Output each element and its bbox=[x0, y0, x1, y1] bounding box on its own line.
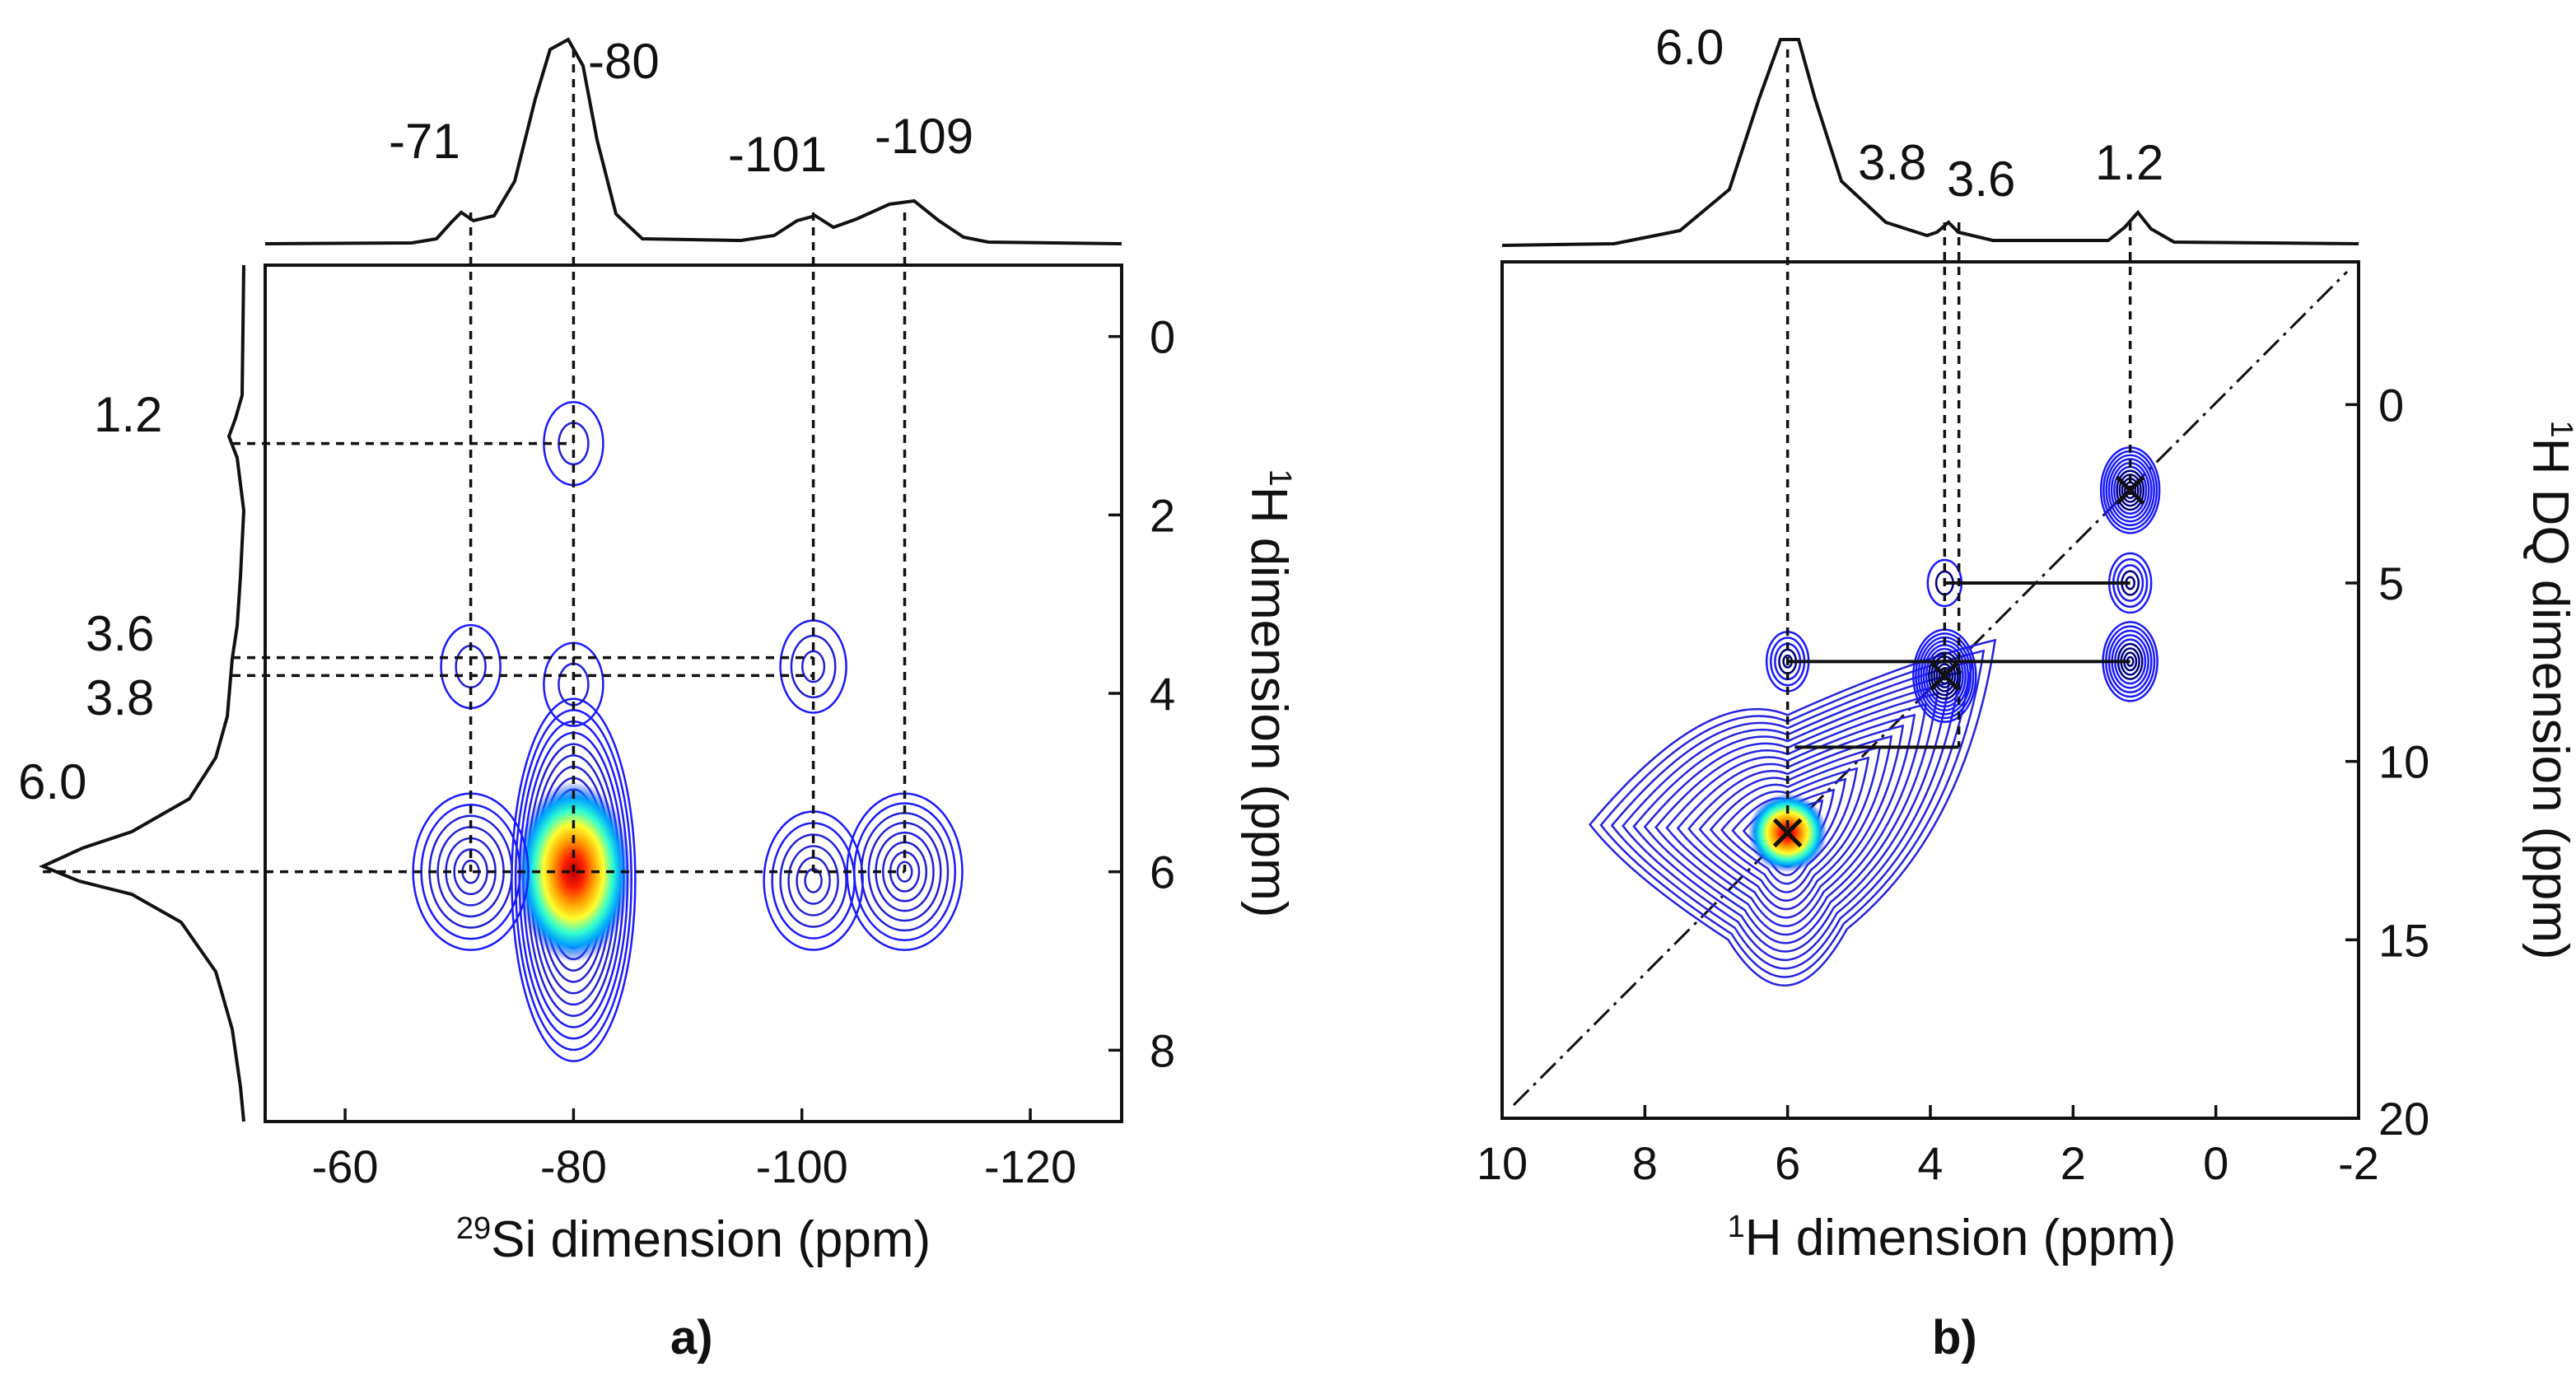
panel-b-diagonal-marker bbox=[2115, 475, 2145, 506]
panel-b-peak-label-1-2: 1.2 bbox=[2095, 135, 2163, 190]
panel-b-contour-ring bbox=[1599, 649, 1986, 978]
panel-a-contour-ring bbox=[428, 814, 513, 929]
panel-b-contour-ring bbox=[1654, 702, 1928, 936]
panel-b-diagonal-marker bbox=[1772, 818, 1803, 848]
panel-a-top-projection bbox=[264, 37, 1122, 245]
panel-a-y-ticks: 0 2 4 6 8 bbox=[1108, 311, 1175, 1076]
panel-b-contour-ring bbox=[2116, 469, 2145, 511]
panel-b-x-tick-label: 2 bbox=[2060, 1137, 2086, 1189]
panel-b-contour-ring bbox=[1610, 660, 1974, 970]
panel-b-contour-ring bbox=[1687, 735, 1893, 911]
panel-a-peak-label-1-2: 1.2 bbox=[94, 387, 162, 442]
panel-b-contour-ring bbox=[1665, 713, 1916, 927]
panel-a-guides bbox=[43, 49, 907, 874]
panel-b-y-tick-label: 5 bbox=[2378, 557, 2404, 609]
panel-b-contour-ring bbox=[1709, 756, 1870, 893]
panel-b-correlation-lines bbox=[1787, 581, 2130, 749]
panel-a-peak-label-80: -80 bbox=[588, 34, 660, 89]
panel-a-peak-label-6-0: 6.0 bbox=[18, 754, 86, 809]
panel-a-x-ticks: -60 -80 -100 -120 bbox=[312, 1108, 1076, 1192]
panel-b-diagonal-markers bbox=[1772, 475, 2145, 848]
panel-b-label: b) bbox=[1932, 1311, 1977, 1364]
panel-a-contour-ring bbox=[453, 848, 488, 896]
panel-b-y-tick-label: 0 bbox=[2378, 379, 2404, 431]
panel-a-peak-label-109: -109 bbox=[875, 109, 973, 164]
panel-a-y-tick-label: 4 bbox=[1150, 668, 1175, 720]
panel-b-contour-ring bbox=[1632, 681, 1951, 953]
panel-b-x-tick-label: 0 bbox=[2203, 1137, 2228, 1189]
panel-a-x-tick-label: -120 bbox=[984, 1140, 1076, 1192]
panel-a-plot-area bbox=[264, 264, 1123, 1123]
panel-a-peak-label-101: -101 bbox=[728, 127, 827, 182]
panel-b-contour-ring bbox=[2105, 454, 2155, 527]
panel-a-contour-ring bbox=[440, 623, 502, 710]
panel-b-contours bbox=[1589, 446, 2161, 987]
panel-a-contour-ring bbox=[801, 650, 826, 683]
panel-a: -60 -80 -100 -120 0 2 4 6 8 -71 -80 -101 -109 1… bbox=[18, 34, 1297, 1364]
panel-b-y-ticks: 0 5 10 15 20 bbox=[2345, 379, 2429, 1145]
panel-b-top-projection bbox=[1501, 38, 2359, 247]
panel-a-x-tick-label: -80 bbox=[540, 1140, 607, 1192]
panel-b-contour-ring bbox=[1698, 745, 1882, 902]
panel-a-x-axis-title: 29Si dimension (ppm) bbox=[456, 1211, 931, 1268]
panel-a-x-tick-label: -100 bbox=[756, 1140, 848, 1192]
panel-a-contours bbox=[412, 401, 964, 1062]
panel-a-peak-label-3-6: 3.6 bbox=[86, 606, 154, 661]
panel-a-y-tick-label: 8 bbox=[1150, 1024, 1175, 1076]
panel-a-left-projection bbox=[38, 264, 246, 1122]
panel-a-contour-ring bbox=[779, 833, 847, 928]
panel-b-y-tick-label: 10 bbox=[2378, 736, 2429, 788]
panel-a-x-tick-label: -60 bbox=[312, 1140, 379, 1192]
panel-b-peak-label-3-8: 3.8 bbox=[1858, 135, 1926, 190]
panel-b-x-tick-label: 8 bbox=[1632, 1137, 1658, 1189]
panel-b-guides bbox=[1785, 49, 2132, 833]
panel-b-contour-ring bbox=[1622, 670, 1962, 962]
panel-a-y-tick-label: 0 bbox=[1150, 311, 1175, 363]
panel-a-y-axis-title: 1H dimension (ppm) bbox=[1240, 469, 1297, 918]
panel-b-contour-ring bbox=[1676, 724, 1905, 919]
panel-b-contour-ring bbox=[1643, 692, 1939, 945]
panel-b-contour-ring bbox=[1720, 767, 1859, 885]
panel-b-y-tick-label: 15 bbox=[2378, 914, 2429, 966]
panel-a-y-tick-label: 6 bbox=[1150, 847, 1175, 898]
panel-a-contour-ring bbox=[853, 802, 957, 942]
panel-a-contour-ring bbox=[543, 641, 604, 727]
panel-a-contour-ring bbox=[455, 645, 487, 688]
panel-b-x-tick-label: 6 bbox=[1775, 1137, 1800, 1189]
panel-b-diagonal-marker bbox=[1930, 660, 1960, 691]
panel-b-x-tick-label: -2 bbox=[2338, 1137, 2379, 1189]
panel-b-y-tick-label: 20 bbox=[2378, 1093, 2429, 1145]
panel-b-x-tick-label: 4 bbox=[1917, 1137, 1943, 1189]
panel-b-x-ticks: 10 8 6 4 2 0 -2 bbox=[1477, 1105, 2379, 1189]
panel-b-contour-ring bbox=[2107, 458, 2153, 523]
panel-b-y-axis-title: 1H DQ dimension (ppm) bbox=[2522, 420, 2576, 959]
panel-b-peak-label-3-6: 3.6 bbox=[1947, 152, 2015, 207]
panel-a-peak-label-3-8: 3.8 bbox=[86, 670, 154, 725]
panel-a-contour-ring bbox=[514, 709, 632, 1052]
panel-b-x-axis-title: 1H dimension (ppm) bbox=[1728, 1210, 2177, 1266]
panel-a-peak-label-71: -71 bbox=[389, 114, 460, 169]
panel-a-contour-ring bbox=[896, 861, 913, 883]
panel-a-label: a) bbox=[670, 1311, 713, 1364]
panel-a-y-tick-label: 2 bbox=[1150, 489, 1175, 541]
panel-b-contour-ring bbox=[1589, 638, 1997, 987]
panel-a-contour-ring bbox=[787, 845, 839, 917]
panel-b-x-tick-label: 10 bbox=[1477, 1137, 1528, 1189]
panel-b-contour-ring bbox=[1935, 663, 1954, 688]
panel-b-contour-ring bbox=[1925, 647, 1964, 704]
panel-a-contour-ring bbox=[790, 634, 837, 699]
panel-a-contour-ring bbox=[796, 856, 831, 905]
panel-b-contour-ring bbox=[1915, 632, 1975, 720]
panel-b-peak-label-6-0: 6.0 bbox=[1655, 20, 1724, 75]
panel-a-main-peak-fill bbox=[516, 781, 632, 963]
